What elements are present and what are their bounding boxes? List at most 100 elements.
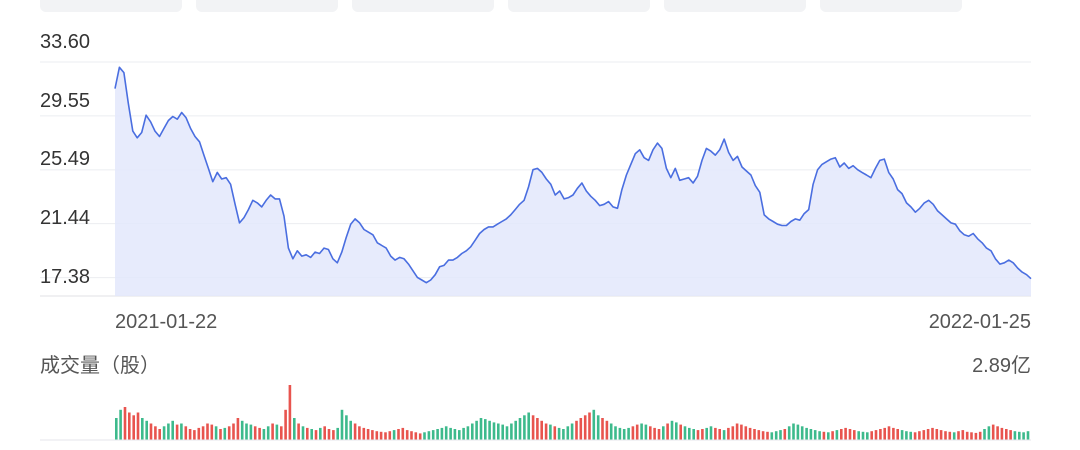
price-line [114, 66, 1032, 284]
volume-bar [549, 424, 552, 440]
volume-bar [627, 427, 630, 440]
volume-bar [236, 418, 240, 440]
volume-bar [492, 422, 496, 440]
volume-bar [323, 426, 326, 441]
volume-bar [666, 423, 669, 440]
volume-bar [918, 431, 921, 440]
volume-bar [527, 412, 530, 440]
volume-bar [844, 427, 847, 440]
volume-bar [523, 415, 526, 441]
volume-bar [705, 427, 708, 440]
volume-bar [232, 423, 235, 440]
tab-1[interactable] [40, 0, 182, 12]
volume-bar [401, 427, 405, 440]
volume-bar [531, 415, 535, 441]
volume-bar [761, 431, 765, 440]
volume-bar [635, 424, 639, 440]
volume-bar [787, 426, 791, 441]
volume-bar [748, 427, 752, 440]
volume-bar [497, 423, 500, 440]
volume-bar [939, 430, 943, 440]
volume-bar [240, 420, 244, 441]
volume-bar [145, 420, 148, 441]
volume-bar [214, 426, 218, 441]
volume-bar [662, 426, 665, 441]
tab-6[interactable] [820, 0, 962, 12]
volume-bar [857, 431, 860, 440]
volume-bar [840, 429, 843, 440]
volume-bar [596, 415, 600, 441]
tab-2[interactable] [196, 0, 338, 12]
volume-bar [466, 426, 470, 441]
volume-bar [431, 430, 435, 440]
volume-bar [870, 431, 873, 440]
volume-bar [783, 429, 787, 440]
tab-4[interactable] [508, 0, 650, 12]
volume-bar [271, 423, 274, 440]
volume-bar [1013, 431, 1017, 440]
volume-bar [188, 429, 192, 440]
volume-bar [809, 429, 813, 440]
volume-bar [210, 424, 214, 440]
volume-bar [219, 429, 222, 440]
volume-bar [592, 409, 596, 441]
volume-bar [262, 429, 266, 440]
volume-bar [562, 429, 565, 440]
y-tick-label: 33.60 [40, 31, 90, 53]
volume-bar [1022, 432, 1025, 440]
volume-bar [991, 424, 995, 440]
volume-bar [948, 431, 952, 441]
volume-bar [883, 427, 886, 440]
volume-bar [505, 426, 509, 441]
volume-bar [123, 407, 127, 440]
volume-bar [944, 431, 947, 440]
volume-bar [449, 427, 452, 440]
volume-bar [371, 430, 374, 440]
volume-bar [332, 430, 335, 440]
volume-bar [227, 426, 231, 441]
volume-bar [475, 420, 478, 441]
volume-bar [896, 429, 899, 440]
volume-bar [388, 431, 392, 440]
volume-bar [779, 430, 782, 440]
tab-3[interactable] [352, 0, 494, 12]
volume-bar [622, 429, 626, 440]
y-tick-label: 25.49 [40, 148, 90, 170]
volume-bar [805, 427, 808, 440]
volume-bar [861, 431, 865, 441]
volume-bar [427, 431, 431, 440]
tab-5[interactable] [664, 0, 806, 12]
volume-bar [375, 431, 379, 440]
volume-bar [1026, 431, 1030, 440]
volume-bar [353, 423, 357, 440]
volume-bar [306, 427, 309, 440]
volume-bar [288, 385, 292, 440]
volume-bar [701, 429, 704, 440]
volume-bar [879, 429, 882, 440]
volume-bar [688, 427, 691, 440]
volume-bar [471, 423, 474, 440]
volume-bar [405, 430, 409, 440]
volume-bar [931, 427, 934, 440]
volume-bar [514, 420, 517, 441]
volume-bar [149, 423, 153, 440]
x-start-label: 2021-01-22 [115, 311, 217, 333]
volume-bar [418, 433, 422, 440]
volume-bar [770, 432, 774, 440]
volume-bar [544, 423, 548, 440]
volume-bar [410, 431, 413, 440]
volume-bar [614, 426, 617, 441]
volume-bar [800, 426, 804, 441]
volume-bar [201, 426, 205, 441]
y-axis-labels: 33.60 29.55 25.49 21.44 17.38 [40, 31, 90, 288]
volume-bar [974, 432, 978, 441]
volume-bar [657, 429, 661, 440]
volume-bar [345, 415, 348, 441]
volume-bar [575, 420, 578, 441]
volume-bar [392, 430, 396, 440]
volume-bar [301, 426, 305, 441]
volume-bar [1009, 430, 1012, 440]
y-tick-label: 29.55 [40, 90, 90, 112]
price-area-fill [115, 67, 1031, 296]
volume-bar [753, 429, 756, 440]
